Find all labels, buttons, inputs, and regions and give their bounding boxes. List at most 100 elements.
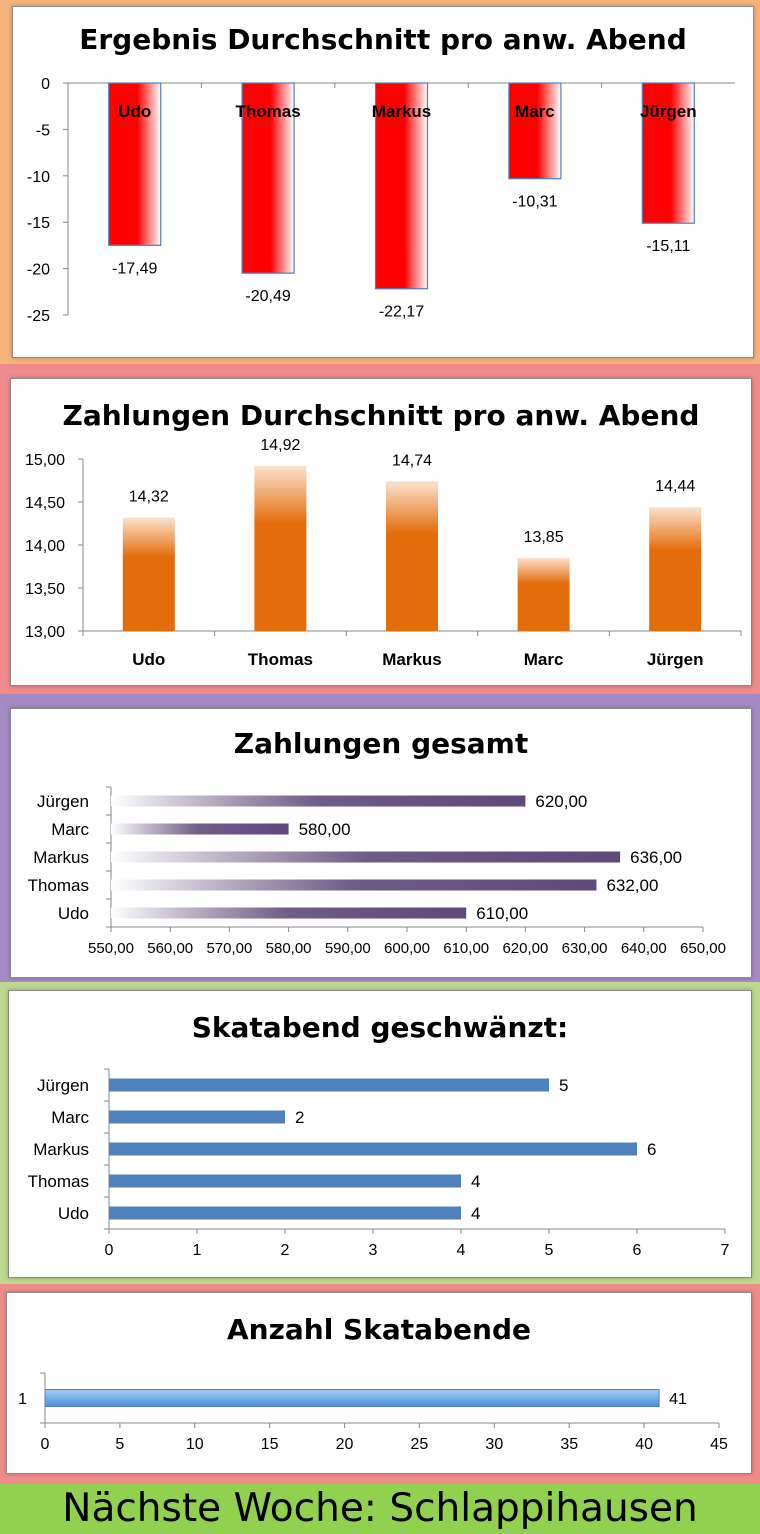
category-label: Markus: [33, 848, 89, 867]
x-tick-label: 550,00: [88, 940, 134, 957]
category-label: Marc: [524, 650, 564, 669]
data-label: -15,11: [646, 238, 690, 255]
bar: [254, 465, 307, 631]
x-tick-label: 650,00: [680, 940, 726, 957]
data-label: 4: [471, 1204, 480, 1223]
x-tick-label: 4: [457, 1242, 466, 1259]
bar: [122, 517, 175, 631]
category-label: Thomas: [28, 876, 89, 895]
x-tick-label: 35: [560, 1436, 578, 1453]
x-tick-label: 620,00: [502, 940, 548, 957]
chart-title: Zahlungen Durchschnitt pro anw. Abend: [62, 399, 700, 432]
x-tick-label: 0: [105, 1242, 114, 1259]
data-label: -17,49: [112, 260, 157, 277]
x-tick-label: 15: [261, 1436, 279, 1453]
bar: [109, 1142, 637, 1156]
category-label: Jürgen: [647, 650, 704, 669]
category-label: Thomas: [28, 1172, 89, 1191]
y-tick-label: 13,00: [25, 624, 65, 641]
bar: [109, 1206, 461, 1220]
chart-ergebnis-durchschnitt: Ergebnis Durchschnitt pro anw. Abend 0 -5…: [12, 6, 754, 358]
bar: [111, 795, 526, 807]
data-label: 13,85: [524, 529, 564, 546]
data-label: -20,49: [245, 288, 290, 305]
category-label: Udo: [58, 904, 89, 923]
bar: [517, 557, 570, 631]
category-label: Markus: [372, 102, 432, 121]
data-label: -22,17: [379, 304, 424, 321]
y-tick-label: -20: [27, 262, 50, 279]
y-tick-label: -10: [27, 169, 50, 186]
category-label: Jürgen: [640, 102, 697, 121]
chart-title: Ergebnis Durchschnitt pro anw. Abend: [79, 23, 687, 56]
category-label: Marc: [515, 102, 555, 121]
data-label: 632,00: [606, 876, 658, 895]
bar: [111, 907, 467, 919]
x-tick-label: 25: [411, 1436, 429, 1453]
category-label: Jürgen: [37, 1076, 89, 1095]
category-label: Markus: [382, 650, 442, 669]
chart-plot: 0 5 10 15 20 25 30 35 40 45 1 41: [18, 1372, 728, 1453]
chart-plot: 0 1 2 3 4 5 6 7 Jürgen 5 Marc 2 Markus 6 Thomas 4 Udo 4: [28, 1068, 730, 1259]
chart-zahlungen-durchschnitt: Zahlungen Durchschnitt pro anw. Abend 15…: [10, 378, 752, 686]
category-label: Thomas: [236, 102, 301, 121]
footer-banner: Nächste Woche: Schlappihausen: [0, 1484, 760, 1534]
x-tick-label: 40: [635, 1436, 653, 1453]
x-tick-label: 640,00: [621, 940, 667, 957]
data-label: 14,32: [129, 488, 169, 505]
bar: [111, 879, 597, 891]
data-label: 5: [559, 1076, 568, 1095]
x-tick-label: 570,00: [206, 940, 252, 957]
chart-title: Zahlungen gesamt: [233, 727, 529, 760]
data-label: 14,92: [260, 437, 300, 454]
x-tick-label: 6: [633, 1242, 642, 1259]
y-tick-label: 13,50: [25, 581, 65, 598]
x-tick-label: 610,00: [443, 940, 489, 957]
bar: [508, 82, 562, 180]
chart-anzahl-skatabende: Anzahl Skatabende 0 5 10 15 20 25 30 35 40 45 1 41: [6, 1292, 752, 1474]
category-label: Jürgen: [37, 792, 89, 811]
data-label: 4: [471, 1172, 480, 1191]
x-tick-label: 10: [186, 1436, 204, 1453]
x-tick-label: 5: [545, 1242, 554, 1259]
data-label: 2: [295, 1108, 304, 1127]
data-label: 14,44: [655, 478, 695, 495]
bar: [374, 82, 429, 290]
chart-title: Skatabend geschwänzt:: [191, 1011, 569, 1044]
bar: [111, 851, 621, 863]
bar: [241, 82, 295, 274]
x-tick-label: 20: [336, 1436, 354, 1453]
y-tick-label: 14,50: [25, 495, 65, 512]
x-tick-label: 560,00: [147, 940, 193, 957]
chart-skatabend-geschwaenzt: Skatabend geschwänzt: 0 1 2 3 4 5 6 7 Jürgen 5 Mar…: [8, 990, 752, 1278]
bar: [108, 82, 162, 246]
x-tick-label: 30: [485, 1436, 503, 1453]
x-tick-label: 45: [710, 1436, 728, 1453]
data-label: 610,00: [476, 904, 528, 923]
x-tick-label: 600,00: [384, 940, 430, 957]
chart-plot: 15,00 14,50 14,00 13,50 13,00 14,32 Udo 14,92 Th…: [25, 437, 742, 669]
chart-plot: 0 -5 -10 -15 -20 -25 Udo -17,49 Thomas -20,49 Mark…: [27, 76, 735, 325]
x-tick-label: 5: [115, 1436, 124, 1453]
category-label: Thomas: [248, 650, 313, 669]
data-label: 580,00: [299, 820, 351, 839]
bar: [109, 1174, 461, 1188]
chart-zahlungen-gesamt: Zahlungen gesamt 550,00 560,00 570,00 580,0…: [10, 708, 752, 978]
y-tick-label: 14,00: [25, 538, 65, 555]
x-tick-label: 3: [369, 1242, 378, 1259]
data-label: 41: [669, 1391, 687, 1408]
bar: [386, 481, 438, 631]
category-label: Marc: [51, 1108, 89, 1127]
data-label: 6: [647, 1140, 656, 1159]
data-label: 620,00: [535, 792, 587, 811]
category-label: Udo: [132, 650, 165, 669]
x-tick-label: 7: [721, 1242, 730, 1259]
y-tick-label: 0: [41, 76, 50, 93]
y-tick-label: -25: [27, 308, 50, 325]
x-tick-label: 590,00: [325, 940, 371, 957]
x-tick-label: 1: [193, 1242, 202, 1259]
category-label: 1: [18, 1391, 27, 1408]
category-label: Udo: [118, 102, 151, 121]
category-label: Udo: [58, 1204, 89, 1223]
data-label: 636,00: [630, 848, 682, 867]
